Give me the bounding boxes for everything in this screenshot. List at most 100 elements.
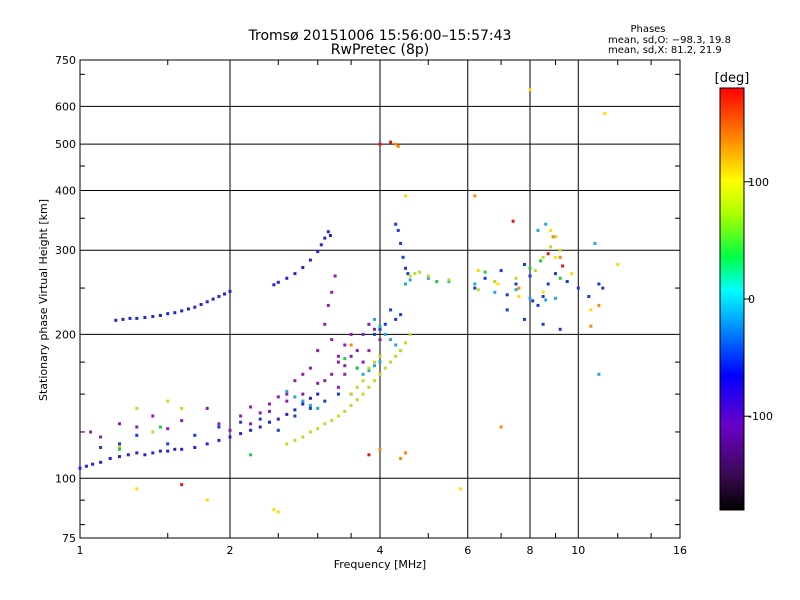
data-point	[361, 379, 365, 383]
data-point	[193, 446, 197, 449]
data-point	[593, 241, 597, 245]
data-point	[135, 487, 139, 491]
data-point	[301, 372, 305, 376]
data-point	[367, 453, 371, 457]
data-point	[404, 451, 407, 455]
data-point	[367, 349, 371, 353]
x-tick-label: 8	[527, 544, 534, 557]
data-point	[293, 395, 297, 399]
data-point	[276, 428, 280, 432]
data-point	[394, 343, 398, 347]
data-point	[597, 282, 601, 286]
data-point	[546, 282, 550, 286]
data-point	[383, 322, 387, 326]
data-point	[114, 318, 118, 322]
data-point	[166, 442, 170, 446]
data-point	[528, 296, 532, 300]
data-point	[533, 269, 537, 273]
data-point	[316, 381, 320, 385]
data-point	[447, 280, 451, 283]
data-point	[143, 316, 147, 319]
data-point	[336, 392, 340, 396]
data-point	[239, 432, 243, 436]
data-point	[549, 228, 553, 232]
data-point	[349, 354, 353, 358]
data-point	[378, 327, 382, 331]
data-point	[367, 322, 371, 326]
data-point	[249, 428, 253, 432]
data-point	[549, 245, 553, 249]
data-point	[276, 510, 280, 514]
data-point	[239, 420, 243, 424]
data-point	[330, 419, 334, 423]
data-series	[180, 140, 565, 487]
data-point	[217, 438, 221, 442]
data-point	[399, 349, 403, 353]
data-point	[408, 274, 412, 278]
data-point	[330, 372, 334, 376]
data-point	[361, 392, 365, 396]
data-point	[272, 508, 276, 512]
data-point	[383, 332, 387, 336]
data-point	[285, 392, 289, 396]
data-point	[394, 142, 398, 146]
data-point	[258, 417, 262, 421]
data-point	[228, 289, 232, 293]
colorbar-unit-label: [deg]	[715, 71, 750, 86]
data-point	[383, 366, 387, 370]
data-point	[473, 286, 477, 290]
data-point	[319, 243, 323, 247]
data-point	[544, 298, 548, 302]
data-point	[399, 241, 403, 245]
data-point	[536, 228, 540, 232]
data-point	[493, 280, 497, 283]
data-point	[394, 222, 398, 226]
data-point	[404, 341, 407, 345]
data-point	[258, 425, 262, 429]
data-point	[589, 324, 593, 328]
data-point	[158, 314, 162, 317]
data-series	[118, 259, 562, 457]
data-series	[135, 88, 620, 514]
data-point	[316, 427, 320, 431]
data-point	[483, 270, 487, 274]
chart-title-line1: Tromsø 20151006 15:56:00–15:57:43	[248, 28, 512, 44]
data-point	[589, 308, 593, 312]
data-point	[373, 327, 376, 331]
data-point	[293, 438, 297, 442]
data-point	[180, 419, 184, 423]
data-series	[118, 235, 562, 449]
data-point	[447, 278, 451, 282]
data-point	[373, 317, 376, 321]
data-point	[199, 303, 203, 306]
data-point	[523, 263, 526, 266]
data-point	[323, 399, 327, 403]
data-point	[539, 259, 543, 263]
data-point	[228, 428, 232, 432]
data-point	[118, 447, 121, 451]
data-point	[323, 236, 327, 240]
data-point	[285, 399, 289, 403]
data-point	[505, 308, 509, 312]
data-point	[367, 369, 371, 373]
data-point	[301, 402, 305, 406]
data-point	[223, 292, 226, 296]
data-point	[367, 385, 371, 389]
data-point	[330, 338, 334, 342]
minor-ticks	[80, 60, 680, 538]
data-point	[276, 417, 280, 421]
data-point	[239, 414, 243, 418]
data-point	[217, 425, 221, 429]
data-point	[205, 406, 209, 410]
data-point	[435, 280, 439, 283]
data-point	[541, 322, 545, 326]
x-tick-label: 16	[673, 544, 687, 557]
data-point	[268, 409, 271, 413]
data-point	[389, 140, 393, 144]
colorbar-tick-label: 100	[748, 176, 769, 189]
y-tick-label: 300	[55, 244, 76, 257]
data-point	[268, 402, 271, 406]
y-tick-label: 750	[55, 54, 76, 67]
phase-colorbar: [deg] 100 0 -100	[715, 71, 773, 511]
data-point	[514, 288, 518, 292]
